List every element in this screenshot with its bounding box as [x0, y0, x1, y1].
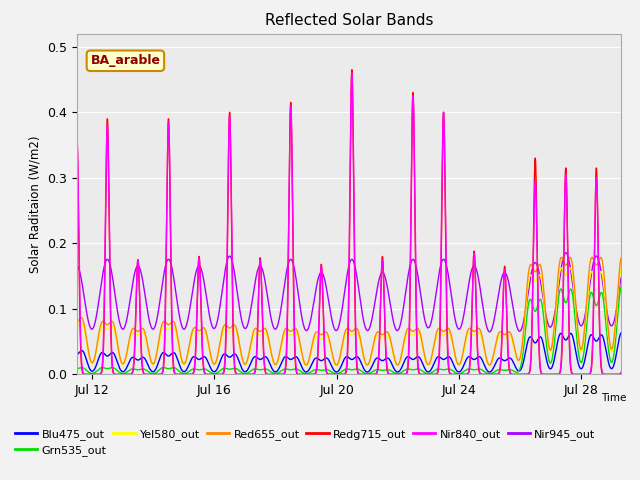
Red655_out — [201, 325, 209, 331]
Grn535_out — [280, 366, 288, 372]
Blu475_out — [333, 369, 340, 375]
Yel580_out — [302, 363, 310, 369]
Text: Time: Time — [601, 393, 626, 403]
Nir945_out — [204, 301, 211, 307]
Red655_out — [73, 319, 81, 324]
Grn535_out — [623, 297, 631, 303]
Yel580_out — [73, 324, 81, 330]
Redg715_out — [201, 370, 209, 376]
Grn535_out — [207, 370, 214, 375]
Red655_out — [319, 331, 327, 336]
Line: Grn535_out: Grn535_out — [77, 286, 627, 374]
Line: Nir840_out: Nir840_out — [77, 73, 627, 374]
Yel580_out — [619, 262, 627, 267]
Blu475_out — [319, 357, 327, 363]
Nir945_out — [280, 284, 288, 290]
Red655_out — [619, 251, 627, 257]
Nir945_out — [207, 317, 214, 323]
Yel580_out — [207, 352, 214, 358]
Y-axis label: Solar Raditaion (W/m2): Solar Raditaion (W/m2) — [29, 135, 42, 273]
Yel580_out — [280, 333, 288, 338]
Redg715_out — [280, 371, 288, 377]
Redg715_out — [619, 357, 627, 362]
Line: Nir945_out: Nir945_out — [77, 253, 627, 332]
Blu475_out — [280, 355, 288, 360]
Yel580_out — [201, 329, 209, 335]
Blu475_out — [204, 358, 211, 364]
Redg715_out — [73, 132, 81, 138]
Redg715_out — [623, 162, 631, 168]
Legend: Blu475_out, Grn535_out, Yel580_out, Red655_out, Redg715_out, Nir840_out, Nir945_: Blu475_out, Grn535_out, Yel580_out, Red6… — [10, 424, 600, 460]
Yel580_out — [619, 262, 627, 267]
Yel580_out — [204, 338, 211, 344]
Blu475_out — [201, 354, 209, 360]
Yel580_out — [319, 335, 327, 340]
Red655_out — [204, 335, 211, 341]
Line: Blu475_out: Blu475_out — [77, 332, 627, 372]
Nir840_out — [207, 372, 214, 377]
Blu475_out — [623, 336, 631, 342]
Title: Reflected Solar Bands: Reflected Solar Bands — [264, 13, 433, 28]
Redg715_out — [348, 67, 356, 72]
Line: Redg715_out: Redg715_out — [77, 70, 627, 374]
Nir945_out — [486, 329, 493, 335]
Nir840_out — [623, 172, 631, 178]
Red655_out — [280, 328, 288, 334]
Grn535_out — [486, 371, 493, 377]
Blu475_out — [618, 329, 626, 335]
Red655_out — [207, 350, 214, 356]
Nir840_out — [204, 372, 211, 377]
Grn535_out — [618, 283, 626, 288]
Red655_out — [302, 362, 310, 368]
Nir840_out — [73, 132, 81, 138]
Text: BA_arable: BA_arable — [90, 54, 161, 67]
Line: Red655_out: Red655_out — [77, 254, 627, 365]
Red655_out — [623, 259, 631, 265]
Nir945_out — [619, 263, 627, 269]
Nir840_out — [280, 371, 288, 376]
Blu475_out — [73, 351, 81, 357]
Nir840_out — [348, 70, 356, 76]
Nir840_out — [201, 369, 209, 375]
Redg715_out — [204, 372, 211, 377]
Nir945_out — [73, 263, 81, 269]
Nir945_out — [562, 250, 570, 256]
Redg715_out — [207, 372, 214, 377]
Redg715_out — [319, 311, 327, 316]
Nir840_out — [486, 372, 493, 377]
Grn535_out — [201, 366, 209, 372]
Grn535_out — [73, 366, 81, 372]
Nir840_out — [319, 306, 327, 312]
Nir840_out — [619, 350, 627, 356]
Red655_out — [619, 251, 627, 257]
Blu475_out — [207, 364, 214, 370]
Grn535_out — [204, 367, 211, 373]
Nir945_out — [319, 272, 327, 278]
Yel580_out — [623, 269, 631, 275]
Line: Yel580_out: Yel580_out — [77, 264, 627, 366]
Redg715_out — [486, 372, 493, 377]
Nir945_out — [623, 250, 631, 256]
Nir945_out — [201, 282, 209, 288]
Grn535_out — [619, 284, 627, 289]
Grn535_out — [319, 367, 327, 373]
Blu475_out — [619, 330, 627, 336]
